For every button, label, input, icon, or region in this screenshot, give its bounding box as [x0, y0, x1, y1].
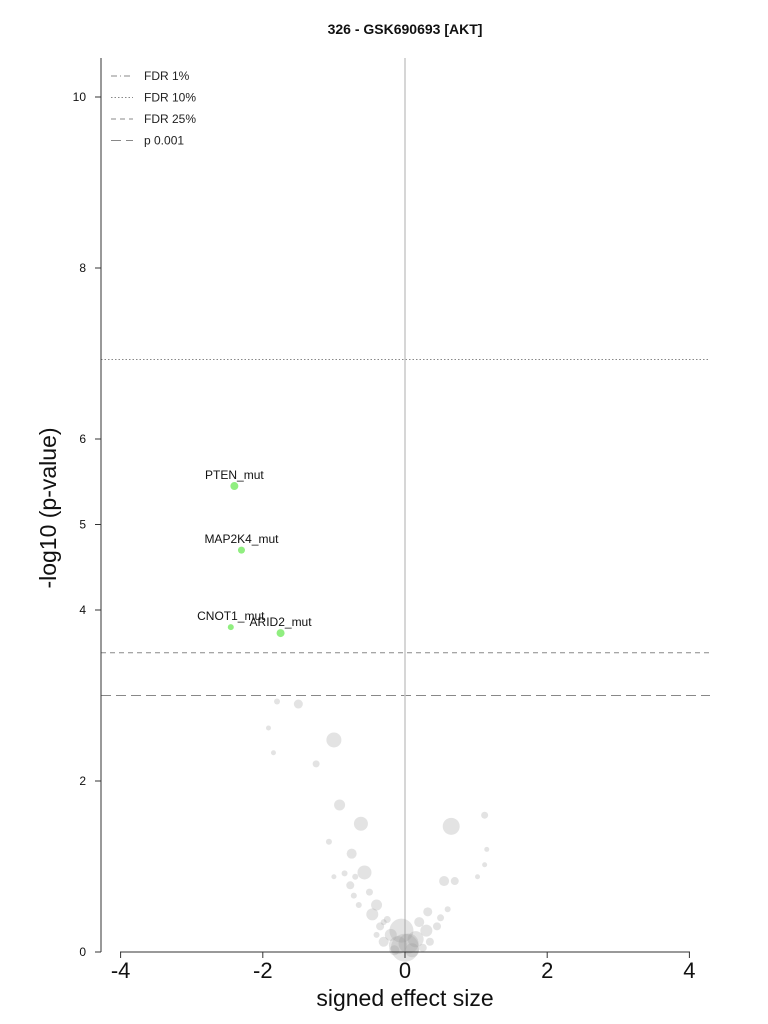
x-tick-label: -2: [253, 958, 273, 983]
data-point: [325, 838, 332, 845]
data-point: [439, 876, 450, 887]
data-point: [405, 943, 420, 958]
data-point: [423, 907, 433, 917]
point-label: MAP2K4_mut: [204, 532, 279, 546]
data-point: [389, 945, 400, 956]
y-axis-label: -log10 (p-value): [35, 427, 61, 588]
y-tick-label: 6: [79, 432, 86, 446]
point-label: CNOT1_mut: [197, 609, 265, 623]
x-tick-label: -4: [111, 958, 131, 983]
data-point: [391, 933, 419, 962]
legend-label: p 0.001: [144, 134, 184, 148]
x-axis-label: signed effect size: [316, 985, 493, 1011]
data-point: [274, 698, 281, 705]
data-point: [418, 943, 427, 952]
data-point: [373, 931, 380, 938]
data-point: [482, 862, 488, 868]
data-point: [371, 899, 383, 911]
data-point: [450, 877, 459, 886]
data-point: [388, 936, 407, 955]
legend-label: FDR 25%: [144, 112, 196, 126]
x-axis-ticks: -4 -2 0 2 4: [111, 952, 696, 983]
x-tick-label: 2: [541, 958, 553, 983]
data-point: [475, 874, 481, 880]
data-point: [353, 816, 368, 831]
y-axis-ticks: 0 2 4 5 6 8 10: [73, 90, 101, 959]
data-point: [481, 811, 489, 819]
point-label: ARID2_mut: [250, 615, 313, 629]
x-tick-label: 0: [399, 958, 411, 983]
x-tick-label: 4: [683, 958, 695, 983]
data-point: [432, 922, 441, 931]
data-point: [352, 873, 359, 880]
data-point: [326, 732, 342, 748]
legend: FDR 1% FDR 10% FDR 25% p 0.001: [111, 69, 196, 148]
data-point: [341, 870, 348, 877]
data-point: [365, 888, 373, 896]
significant-point: [276, 629, 285, 638]
data-point: [270, 750, 276, 756]
data-point: [378, 936, 389, 947]
data-point: [293, 699, 303, 709]
data-point: [414, 917, 425, 928]
y-tick-label: 4: [79, 603, 86, 617]
data-point: [355, 901, 362, 908]
legend-label: FDR 10%: [144, 91, 196, 105]
data-point: [366, 908, 379, 921]
significant-point: [237, 546, 245, 554]
y-tick-label: 0: [79, 945, 86, 959]
y-tick-label: 8: [79, 261, 86, 275]
data-point: [437, 914, 445, 922]
significant-point: [227, 624, 234, 631]
data-point: [265, 725, 271, 731]
y-tick-label: 2: [79, 774, 86, 788]
data-point: [331, 874, 337, 880]
data-point: [312, 760, 320, 768]
point-label: PTEN_mut: [205, 468, 264, 482]
data-point: [407, 931, 424, 948]
data-point: [376, 922, 385, 931]
data-point: [484, 846, 490, 852]
y-tick-label: 5: [79, 518, 86, 532]
data-point: [389, 918, 414, 943]
data-point: [346, 848, 357, 859]
chart-title: 326 - GSK690693 [AKT]: [328, 21, 483, 37]
data-point: [425, 937, 434, 946]
data-point: [357, 865, 372, 880]
data-point: [383, 916, 391, 924]
legend-label: FDR 1%: [144, 69, 190, 83]
data-point: [420, 924, 433, 937]
y-tick-label: 10: [73, 90, 87, 104]
significant-point: [230, 482, 239, 491]
nonsignificant-points: [265, 698, 490, 962]
data-point: [346, 881, 355, 890]
data-point: [350, 892, 357, 899]
data-point: [334, 799, 346, 811]
data-point: [398, 933, 419, 954]
data-point: [380, 919, 387, 926]
data-point: [384, 928, 397, 941]
data-point: [444, 906, 451, 913]
data-point: [442, 817, 460, 835]
